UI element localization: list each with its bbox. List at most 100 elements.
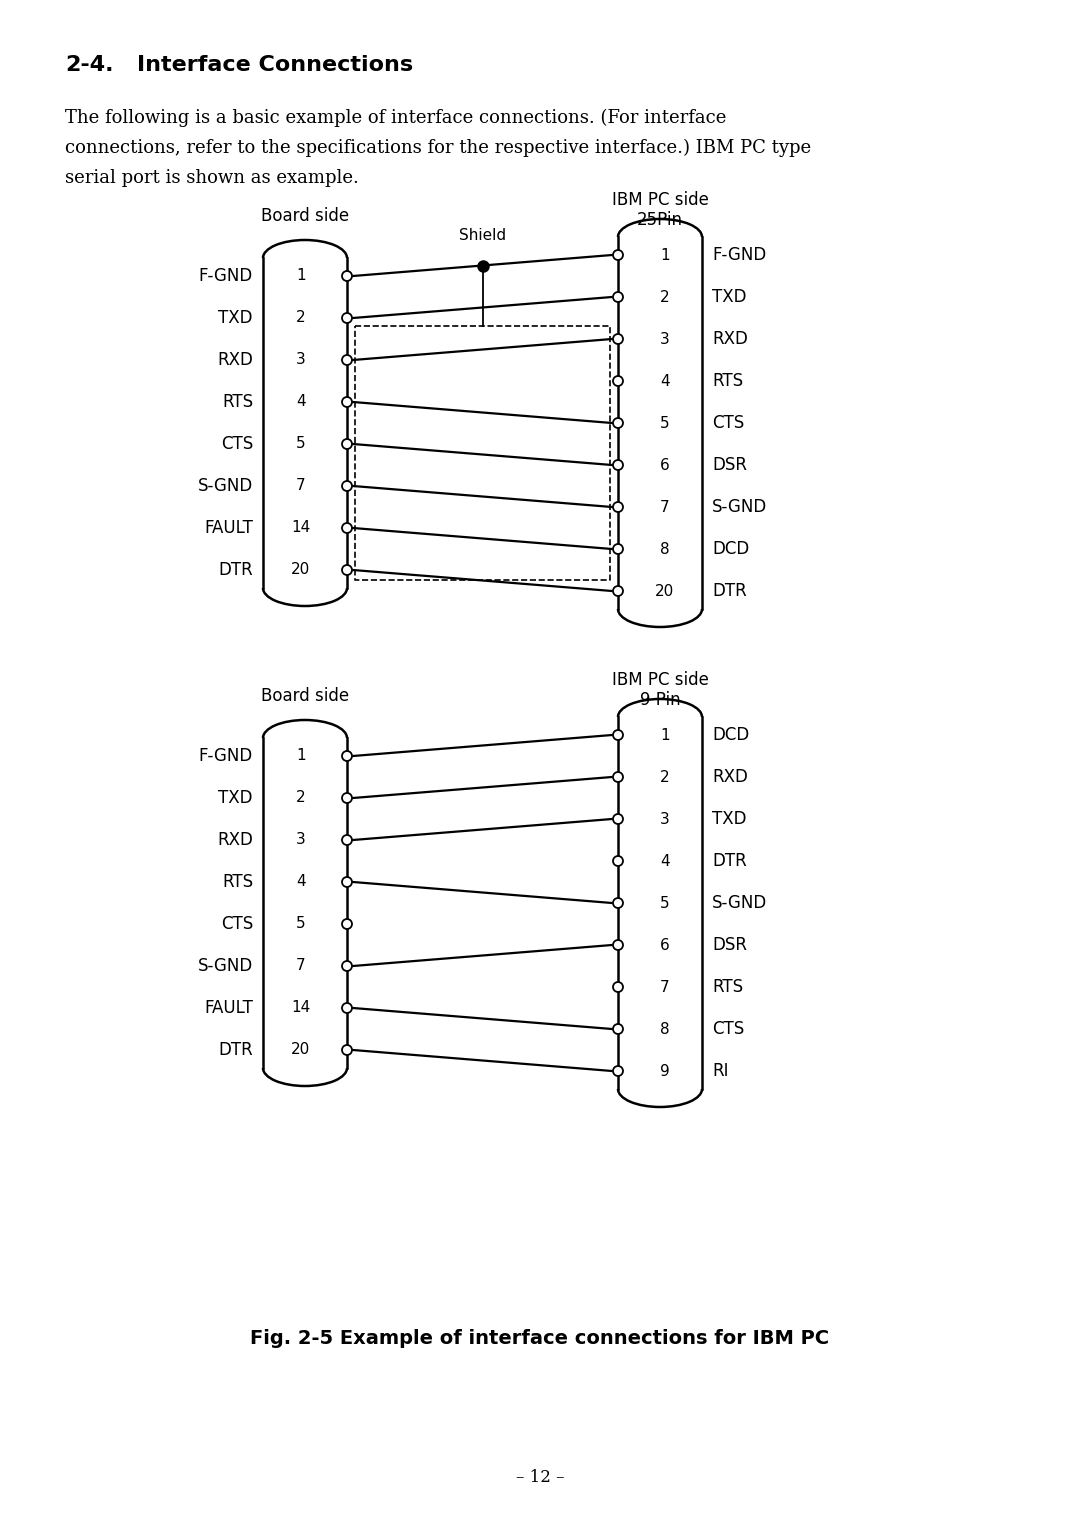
Text: TXD: TXD	[712, 809, 746, 828]
Circle shape	[613, 814, 623, 825]
Text: 20: 20	[292, 563, 311, 578]
Circle shape	[613, 501, 623, 512]
Text: IBM PC side: IBM PC side	[611, 192, 708, 208]
Text: DCD: DCD	[712, 727, 750, 744]
Text: F-GND: F-GND	[199, 747, 253, 765]
Text: 7: 7	[660, 500, 670, 515]
Circle shape	[342, 397, 352, 406]
Text: 2: 2	[296, 791, 306, 805]
Text: 6: 6	[660, 457, 670, 472]
Text: RI: RI	[712, 1062, 729, 1081]
Text: 4: 4	[296, 874, 306, 889]
Text: 3: 3	[660, 331, 670, 346]
Text: Board side: Board side	[261, 207, 349, 225]
Text: 5: 5	[296, 917, 306, 932]
Text: RXD: RXD	[217, 831, 253, 849]
Circle shape	[342, 961, 352, 970]
Text: 9: 9	[660, 1064, 670, 1079]
Circle shape	[613, 334, 623, 343]
Text: TXD: TXD	[712, 288, 746, 307]
Text: 7: 7	[296, 478, 306, 494]
Text: RXD: RXD	[712, 330, 747, 348]
Text: RXD: RXD	[712, 768, 747, 786]
Text: FAULT: FAULT	[204, 1000, 253, 1016]
Circle shape	[342, 793, 352, 803]
Text: S-GND: S-GND	[712, 498, 767, 517]
Text: 20: 20	[656, 584, 675, 598]
Circle shape	[613, 730, 623, 740]
Text: 14: 14	[292, 1001, 311, 1015]
Text: RXD: RXD	[217, 351, 253, 369]
Text: 7: 7	[296, 958, 306, 973]
Text: RTS: RTS	[221, 872, 253, 891]
Circle shape	[342, 835, 352, 845]
Circle shape	[613, 855, 623, 866]
Circle shape	[342, 566, 352, 575]
Text: Board side: Board side	[261, 687, 349, 705]
Text: 20: 20	[292, 1042, 311, 1058]
Circle shape	[342, 877, 352, 888]
Circle shape	[342, 438, 352, 449]
Text: 14: 14	[292, 521, 311, 535]
Text: 1: 1	[296, 268, 306, 284]
Text: RTS: RTS	[221, 392, 253, 411]
Circle shape	[342, 918, 352, 929]
Text: 2-4.: 2-4.	[65, 55, 113, 75]
Circle shape	[613, 544, 623, 553]
Text: 25Pin: 25Pin	[637, 212, 683, 228]
Text: DTR: DTR	[712, 852, 746, 871]
Text: F-GND: F-GND	[199, 267, 253, 285]
Circle shape	[342, 313, 352, 323]
Text: IBM PC side: IBM PC side	[611, 671, 708, 688]
Circle shape	[613, 940, 623, 950]
Text: – 12 –: – 12 –	[516, 1470, 564, 1487]
Text: 3: 3	[296, 832, 306, 848]
Text: 4: 4	[660, 854, 670, 869]
Circle shape	[613, 419, 623, 428]
Text: 5: 5	[660, 895, 670, 911]
Text: DTR: DTR	[218, 1041, 253, 1059]
Circle shape	[613, 983, 623, 992]
Text: CTS: CTS	[220, 435, 253, 452]
Text: Shield: Shield	[459, 228, 507, 244]
Text: CTS: CTS	[220, 915, 253, 934]
Text: 2: 2	[660, 290, 670, 305]
Text: 7: 7	[660, 980, 670, 995]
Text: DTR: DTR	[712, 583, 746, 599]
Text: 3: 3	[296, 353, 306, 368]
Text: Fig. 2-5 Example of interface connections for IBM PC: Fig. 2-5 Example of interface connection…	[251, 1329, 829, 1348]
Circle shape	[342, 523, 352, 533]
Text: S-GND: S-GND	[198, 957, 253, 975]
Text: S-GND: S-GND	[198, 477, 253, 495]
Text: 3: 3	[660, 811, 670, 826]
Text: S-GND: S-GND	[712, 894, 767, 912]
Text: 5: 5	[296, 437, 306, 452]
Text: 1: 1	[296, 748, 306, 763]
Circle shape	[613, 460, 623, 471]
Text: F-GND: F-GND	[712, 245, 766, 264]
Text: 1: 1	[660, 247, 670, 262]
Text: DCD: DCD	[712, 540, 750, 558]
Circle shape	[613, 898, 623, 908]
Text: 5: 5	[660, 415, 670, 431]
Text: 2: 2	[296, 311, 306, 325]
Circle shape	[613, 586, 623, 596]
Text: DSR: DSR	[712, 455, 747, 474]
Circle shape	[613, 1065, 623, 1076]
Text: 6: 6	[660, 938, 670, 952]
Circle shape	[613, 250, 623, 261]
Text: RTS: RTS	[712, 978, 743, 996]
Circle shape	[342, 1046, 352, 1055]
Circle shape	[613, 1024, 623, 1033]
Text: Interface Connections: Interface Connections	[137, 55, 414, 75]
Text: connections, refer to the specifications for the respective interface.) IBM PC t: connections, refer to the specifications…	[65, 140, 811, 156]
Circle shape	[342, 751, 352, 760]
Circle shape	[613, 773, 623, 782]
Text: TXD: TXD	[218, 310, 253, 327]
Text: FAULT: FAULT	[204, 520, 253, 537]
Circle shape	[342, 271, 352, 281]
Text: 9 Pin: 9 Pin	[639, 691, 680, 708]
Circle shape	[342, 356, 352, 365]
Circle shape	[613, 376, 623, 386]
Circle shape	[342, 1003, 352, 1013]
